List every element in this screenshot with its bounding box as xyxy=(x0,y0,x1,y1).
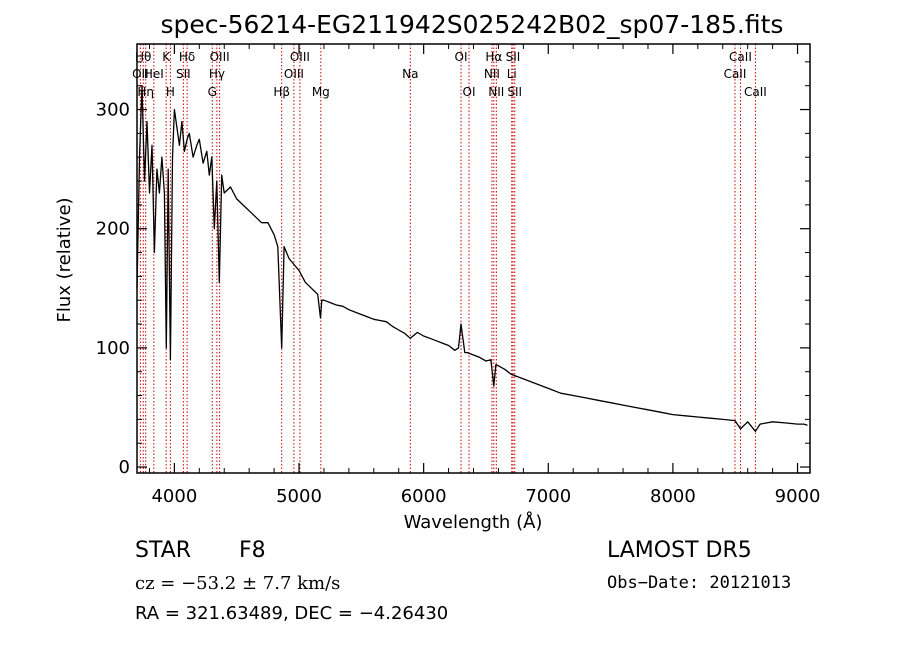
y-tick-label: 0 xyxy=(119,457,130,478)
line-marker-label: K xyxy=(162,50,171,64)
line-marker-label: OIII xyxy=(284,67,304,81)
plot-frame xyxy=(136,43,811,474)
survey-label: LAMOST DR5 xyxy=(607,538,752,563)
x-axis-ticks: 4000 5000 6000 7000 8000 9000 xyxy=(148,44,821,507)
line-marker-label: NII xyxy=(484,67,500,81)
line-marker-label: SII xyxy=(506,50,521,64)
line-marker-label: OIII xyxy=(290,50,310,64)
line-marker-label: CaII xyxy=(729,50,752,64)
line-marker-label: OI xyxy=(463,85,476,99)
line-marker-label: G xyxy=(208,85,217,99)
line-marker-label: NII xyxy=(488,85,504,99)
spectral-line-labels: OIIHθHηHeIKHSIIHδGHγOIIIHβOIIIOIIIMgNaOI… xyxy=(132,50,767,99)
line-marker-label: Hη xyxy=(137,85,154,99)
y-tick-label: 100 xyxy=(96,338,130,359)
redshift-velocity: cz = −53.2 ± 7.7 km/s xyxy=(135,573,341,594)
y-tick-label: 300 xyxy=(96,100,130,121)
line-marker-label: OII xyxy=(132,67,149,81)
line-marker-label: Hδ xyxy=(179,50,195,64)
y-axis-ticks: 0 100 200 300 xyxy=(96,61,810,478)
line-marker-label: CaII xyxy=(724,67,747,81)
class-label: STAR xyxy=(135,538,192,563)
x-tick-label: 9000 xyxy=(775,486,821,507)
line-marker-label: OI xyxy=(455,50,468,64)
x-tick-label: 5000 xyxy=(276,486,322,507)
line-marker-label: H xyxy=(166,85,175,99)
line-marker-label: Na xyxy=(402,67,418,81)
line-marker-label: CaII xyxy=(744,85,767,99)
x-tick-label: 6000 xyxy=(401,486,447,507)
coordinates: RA = 321.63489, DEC = −4.26430 xyxy=(135,603,449,624)
line-marker-label: Li xyxy=(507,67,517,81)
line-marker-label: Hβ xyxy=(273,85,290,99)
y-axis-label: Flux (relative) xyxy=(54,197,75,322)
y-tick-label: 200 xyxy=(96,219,130,240)
spectrum-series-line xyxy=(136,85,808,432)
x-axis-label: Wavelength (Å) xyxy=(404,511,543,533)
line-marker-label: Mg xyxy=(312,85,330,99)
x-tick-label: 7000 xyxy=(525,486,571,507)
subclass-label: F8 xyxy=(239,538,266,563)
spectral-line-markers xyxy=(139,44,756,473)
observation-date: Obs−Date: 20121013 xyxy=(607,573,792,593)
line-marker-label: Hγ xyxy=(209,67,225,81)
x-tick-label: 8000 xyxy=(650,486,696,507)
line-marker-label: SII xyxy=(507,85,522,99)
spectrum-chart: spec-56214-EG211942S025242B02_sp07-185.f… xyxy=(54,10,821,533)
line-marker-label: HeI xyxy=(144,67,164,81)
object-class: STAR F8 xyxy=(135,538,266,563)
line-marker-label: Hα xyxy=(485,50,502,64)
line-marker-label: SII xyxy=(176,67,191,81)
chart-title: spec-56214-EG211942S025242B02_sp07-185.f… xyxy=(161,10,784,39)
x-tick-label: 4000 xyxy=(151,486,197,507)
line-marker-label: OIII xyxy=(210,50,230,64)
line-marker-label: Hθ xyxy=(135,50,151,64)
